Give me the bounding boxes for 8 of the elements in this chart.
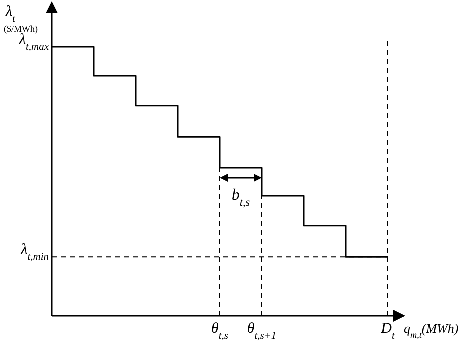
x-tick-label: θ$_{t,s}$ bbox=[211, 321, 229, 342]
annotation: b$_{t,s}$ bbox=[232, 187, 251, 210]
ref-line-label: λ$_{t,min}$ bbox=[20, 242, 49, 263]
x-tick-label: θ$_{t,s+1}$ bbox=[247, 321, 277, 342]
x-axis-title: q$_{m,t}$(MWh) bbox=[404, 321, 459, 340]
y-axis-title: λ$_{t}$ ($/MWh) bbox=[4, 4, 38, 34]
x-tick-label: D$_{t}$ bbox=[380, 321, 396, 342]
text: λ$_{t,max}$ bbox=[18, 32, 50, 52]
